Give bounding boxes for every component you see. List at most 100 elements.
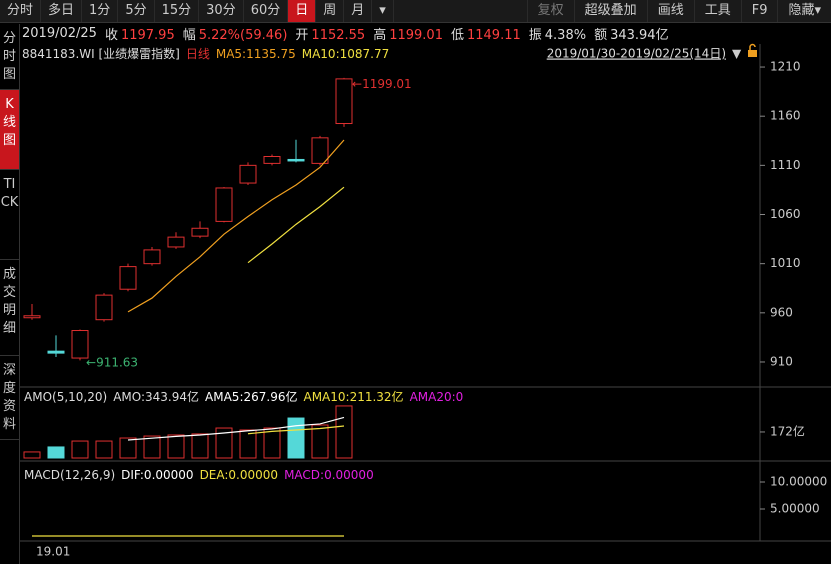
- y-tick-label: 1160: [770, 109, 801, 123]
- quote-label: 高: [373, 27, 387, 43]
- tabs: 分时 多日 1分 5分 15分 30分 60分日周月 ▾: [0, 0, 394, 22]
- volume-bar: [191, 433, 209, 459]
- period-tab[interactable]: 多日: [41, 0, 83, 22]
- tool-button[interactable]: 画线: [646, 0, 694, 22]
- series-line: [127, 416, 345, 441]
- quote-label: 额: [594, 27, 608, 43]
- period-tab[interactable]: 60分: [244, 0, 289, 22]
- quote-value: 1152.55: [311, 27, 366, 43]
- low-annotation: ←911.63: [86, 355, 138, 369]
- candle-body: [95, 294, 113, 321]
- x-tick-label: 19.01: [36, 545, 70, 559]
- y-tick-label: 172亿: [770, 423, 805, 438]
- panel-title: AMO(5,10,20): [24, 390, 107, 404]
- candle-body: [287, 158, 305, 162]
- tool-button[interactable]: F9: [740, 0, 778, 22]
- y-tick-label: 910: [770, 354, 793, 368]
- y-tick-label: 5.00000: [770, 501, 820, 515]
- lock-icon[interactable]: [748, 43, 757, 57]
- tool-button[interactable]: 超级叠加: [573, 0, 647, 22]
- volume-bar: [263, 427, 281, 459]
- period-tab[interactable]: 30分: [199, 0, 244, 22]
- volume-bar: [23, 451, 41, 459]
- side-tab[interactable]: 分时图: [0, 24, 19, 90]
- side-tab[interactable]: TICK: [0, 170, 19, 260]
- tool-button[interactable]: 复权: [526, 0, 574, 22]
- series-line: [127, 139, 345, 313]
- legend-entry: MA5:1135.75: [216, 47, 296, 61]
- volume-bar: [167, 434, 185, 459]
- quote-value: 1149.11: [466, 27, 521, 43]
- candle-body: [119, 266, 137, 290]
- panel-title: MACD(12,26,9): [24, 468, 115, 482]
- volume-bar: [215, 427, 233, 459]
- info-bar: 2019/02/25 收 1197.95 幅 5.22%(59.46) 开 1152.55 高…: [22, 23, 677, 43]
- candle-body: [143, 249, 161, 265]
- y-tick-label: 960: [770, 305, 793, 319]
- legend-entry: DEA:0.00000: [200, 468, 279, 482]
- period-label: 日线: [186, 47, 210, 61]
- period-tab[interactable]: 15分: [155, 0, 200, 22]
- quote-item: 收 1197.95: [105, 24, 175, 43]
- side-tab[interactable]: K线图: [0, 90, 19, 170]
- quote-value: 4.38%: [544, 27, 587, 43]
- side-tab[interactable]: 成交明细: [0, 260, 19, 356]
- volume-bar: [119, 437, 137, 459]
- legend-entry: AMA10:211.32亿: [303, 389, 403, 404]
- y-tick-label: 1060: [770, 207, 801, 221]
- quote-item: 额 343.94亿: [594, 24, 669, 43]
- period-tab[interactable]: 5分: [118, 0, 155, 22]
- volume-bar: [239, 429, 257, 459]
- legend-entry: DIF:0.00000: [121, 468, 193, 482]
- quote-label: 开: [295, 27, 309, 43]
- arrow: ←: [86, 355, 96, 369]
- volume-bar: [71, 440, 89, 459]
- high-annotation: ←1199.01: [352, 76, 412, 90]
- period-tab[interactable]: ▾: [372, 0, 394, 22]
- legend: AMO(5,10,20) AMO:343.94亿 AMA5:267.96亿 AMA10…: [24, 389, 463, 404]
- period-tab[interactable]: 日: [288, 0, 317, 22]
- sidebar: 分时图 K线图 TICK 成交明细 深度资料: [0, 24, 20, 564]
- legend-entry: AMA5:267.96亿: [205, 389, 297, 404]
- quote-item: 低 1149.11: [451, 24, 521, 43]
- quote-label: 幅: [182, 27, 196, 43]
- y-tick-label: 1010: [770, 256, 801, 270]
- y-tick-label: 1110: [770, 158, 801, 172]
- candle-body: [335, 78, 353, 125]
- volume-bar: [311, 424, 329, 459]
- arrow: ←: [352, 76, 362, 90]
- quote-item: 高 1199.01: [373, 24, 443, 43]
- candle-body: [191, 227, 209, 237]
- period-tab[interactable]: 1分: [82, 0, 119, 22]
- date-range: 2019/01/30-2019/02/25(14日): [547, 47, 726, 61]
- quote-item: 幅 5.22%(59.46): [183, 24, 288, 43]
- legend-entry: MA10:1087.77: [302, 47, 390, 61]
- volume-bar: [335, 405, 353, 459]
- range-dropdown[interactable]: ▼: [732, 47, 742, 61]
- period-tab[interactable]: 月: [344, 0, 373, 22]
- panel-title: 8841183.WI [业绩爆雷指数]: [22, 46, 180, 61]
- candle-body: [311, 137, 329, 164]
- quote-item: 开 1152.55: [295, 24, 365, 43]
- series-line: [247, 425, 345, 435]
- tool-button[interactable]: 工具: [693, 0, 741, 22]
- candle-body: [263, 156, 281, 164]
- candle-body: [239, 164, 257, 184]
- legend-entry: AMA20:0: [410, 390, 464, 404]
- period-tab[interactable]: 分时: [0, 0, 42, 22]
- tool-button[interactable]: 隐藏▾: [777, 0, 831, 22]
- legend-entry: MACD:0.00000: [284, 468, 374, 482]
- y-tick-label: 10.00000: [770, 474, 827, 488]
- tools: 复权 超级叠加 画线 工具 F9 隐藏▾: [526, 0, 831, 22]
- volume-bar: [287, 417, 305, 459]
- toolbar: 分时 多日 1分 5分 15分 30分 60分日周月 ▾ 复权 超级叠加 画线 工具 F9 隐藏▾: [0, 0, 831, 23]
- period-tab[interactable]: 周: [316, 0, 345, 22]
- side-tab[interactable]: 深度资料: [0, 356, 19, 440]
- candle-body: [167, 236, 185, 248]
- y-tick-label: 1210: [770, 60, 801, 74]
- quote-value: 343.94亿: [610, 27, 669, 43]
- quote-item: 振 4.38%: [529, 24, 586, 43]
- series-line: [247, 186, 345, 264]
- legend: 8841183.WI [业绩爆雷指数] 日线 MA5:1135.75 MA10:108…: [22, 46, 389, 61]
